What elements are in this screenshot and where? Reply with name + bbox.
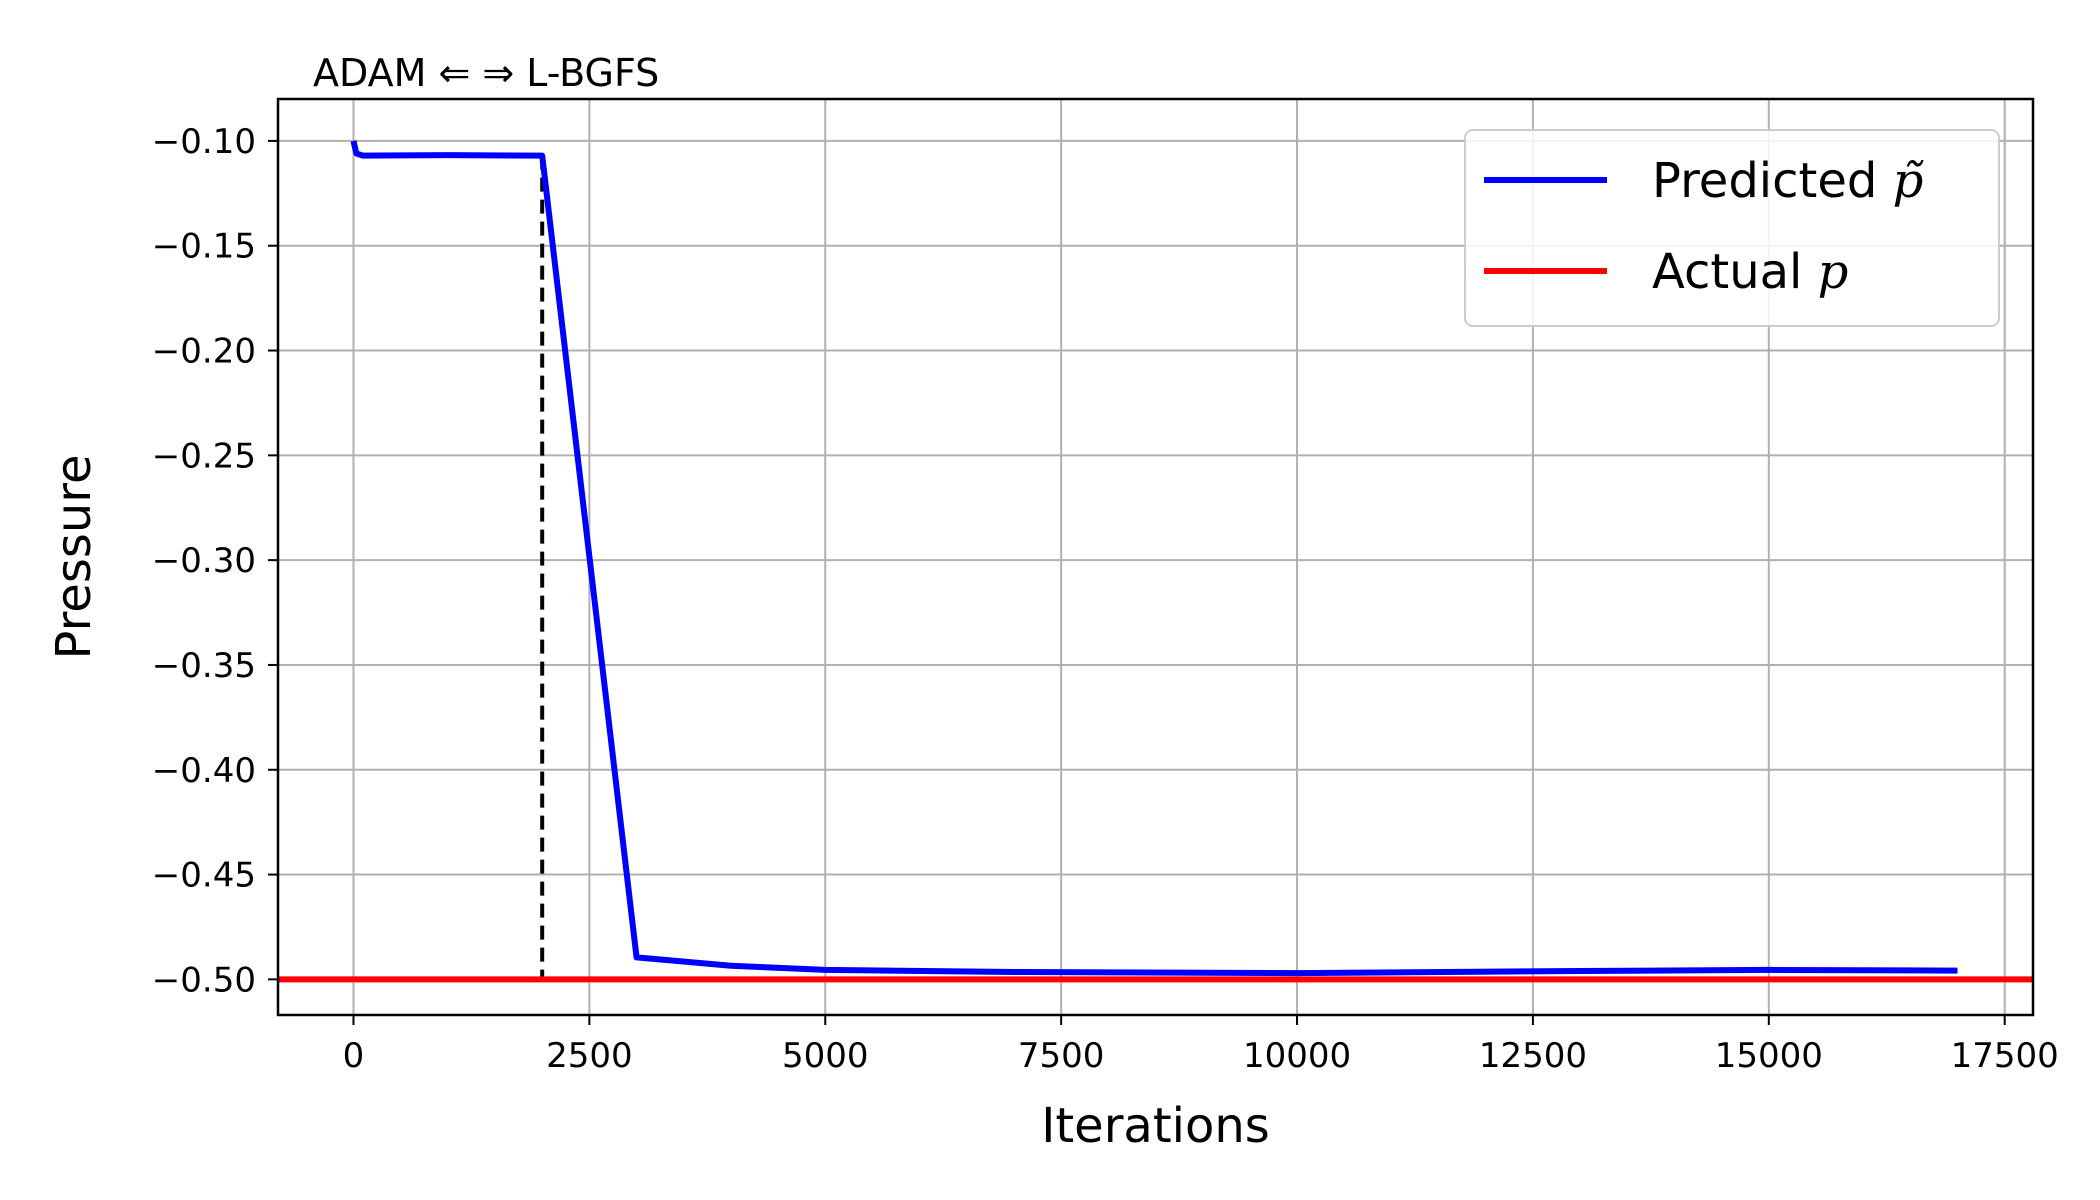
- x-tick-label: 12500: [1479, 1036, 1587, 1076]
- legend: Predicted p̃ Actual p: [1464, 129, 2000, 327]
- legend-symbol-actual: p: [1818, 244, 1849, 300]
- x-tick-label: 17500: [1951, 1036, 2059, 1076]
- x-tick-label: 10000: [1243, 1036, 1351, 1076]
- y-tick-label: −0.40: [152, 751, 256, 791]
- phase-label: ADAM ⇐ ⇒ L-BGFS: [313, 51, 659, 95]
- x-tick-label: 5000: [782, 1036, 869, 1076]
- y-axis-title: Pressure: [46, 455, 102, 660]
- series-line-predicted: [350, 140, 1958, 977]
- plot-marks: [278, 140, 2033, 983]
- y-tick-label: −0.20: [152, 332, 256, 372]
- x-tick-label: 15000: [1715, 1036, 1823, 1076]
- x-tick-label: 2500: [546, 1036, 633, 1076]
- y-tick-label: −0.25: [152, 436, 256, 476]
- y-tick-label: −0.10: [152, 122, 256, 162]
- y-tick-label: −0.15: [152, 227, 256, 267]
- plot-frame: [276, 97, 2035, 1017]
- legend-symbol-predicted: p̃: [1893, 153, 1924, 209]
- x-tick-label: 0: [343, 1036, 365, 1076]
- y-tick-label: −0.35: [152, 646, 256, 686]
- legend-label-actual: Actual p: [1652, 244, 1848, 300]
- x-tick-label: 7500: [1018, 1036, 1105, 1076]
- y-tick-label: −0.30: [152, 541, 256, 581]
- legend-label-predicted: Predicted p̃: [1652, 153, 1924, 209]
- y-tick-label: −0.50: [152, 960, 256, 1000]
- axis-ticks: 0 2500 5000 7500 10000 12500 15000 17500 −0.10 −0…: [152, 122, 2059, 1076]
- y-tick-label: −0.45: [152, 856, 256, 896]
- x-axis-title: Iterations: [1041, 1098, 1270, 1154]
